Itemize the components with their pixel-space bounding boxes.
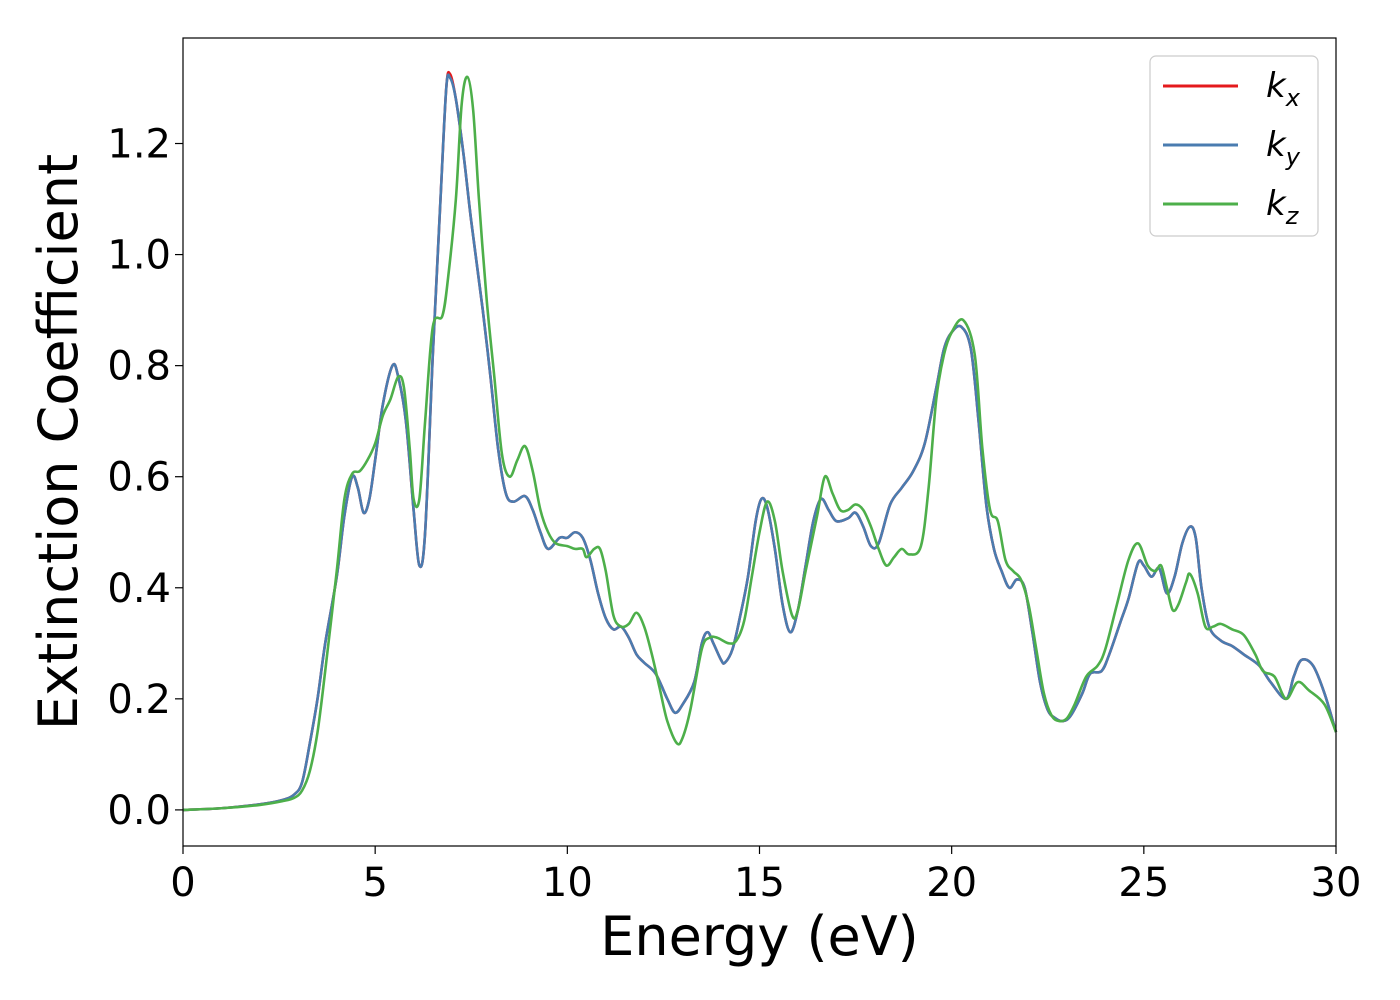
- legend-label: kz: [1266, 184, 1300, 230]
- y-tick-label: 0.2: [107, 677, 171, 723]
- x-axis-ticks: 0 5 10 15 20 25 30: [170, 846, 1361, 906]
- x-tick-label: 10: [542, 860, 593, 906]
- x-tick-label: 25: [1118, 860, 1169, 906]
- x-tick-label: 20: [926, 860, 977, 906]
- y-axis-ticks: 0.0 0.2 0.4 0.6 0.8 1.0 1.2: [107, 122, 183, 834]
- y-axis-title: Extinction Coefficient: [27, 154, 90, 730]
- x-tick-label: 0: [170, 860, 195, 906]
- x-axis-title: Energy (eV): [600, 905, 919, 968]
- legend-entry-kz: kz: [1163, 184, 1300, 230]
- x-tick-label: 5: [362, 860, 387, 906]
- legend-label: ky: [1266, 125, 1301, 171]
- series-ky-line: [182, 73, 1338, 812]
- legend-label: kx: [1266, 66, 1301, 112]
- series-layer: [182, 70, 1338, 812]
- y-tick-label: 0.8: [107, 344, 171, 390]
- x-tick-label: 30: [1311, 860, 1362, 906]
- legend-entry-ky: ky: [1163, 125, 1301, 171]
- y-tick-label: 0.0: [107, 788, 171, 834]
- y-tick-label: 1.0: [107, 233, 171, 279]
- legend: kx ky kz: [1149, 55, 1319, 237]
- y-tick-label: 0.4: [107, 566, 171, 612]
- y-tick-label: 0.6: [107, 455, 171, 501]
- series-kz-line: [182, 75, 1338, 812]
- x-tick-label: 15: [734, 860, 785, 906]
- y-tick-label: 1.2: [107, 122, 171, 168]
- legend-entry-kx: kx: [1163, 66, 1301, 112]
